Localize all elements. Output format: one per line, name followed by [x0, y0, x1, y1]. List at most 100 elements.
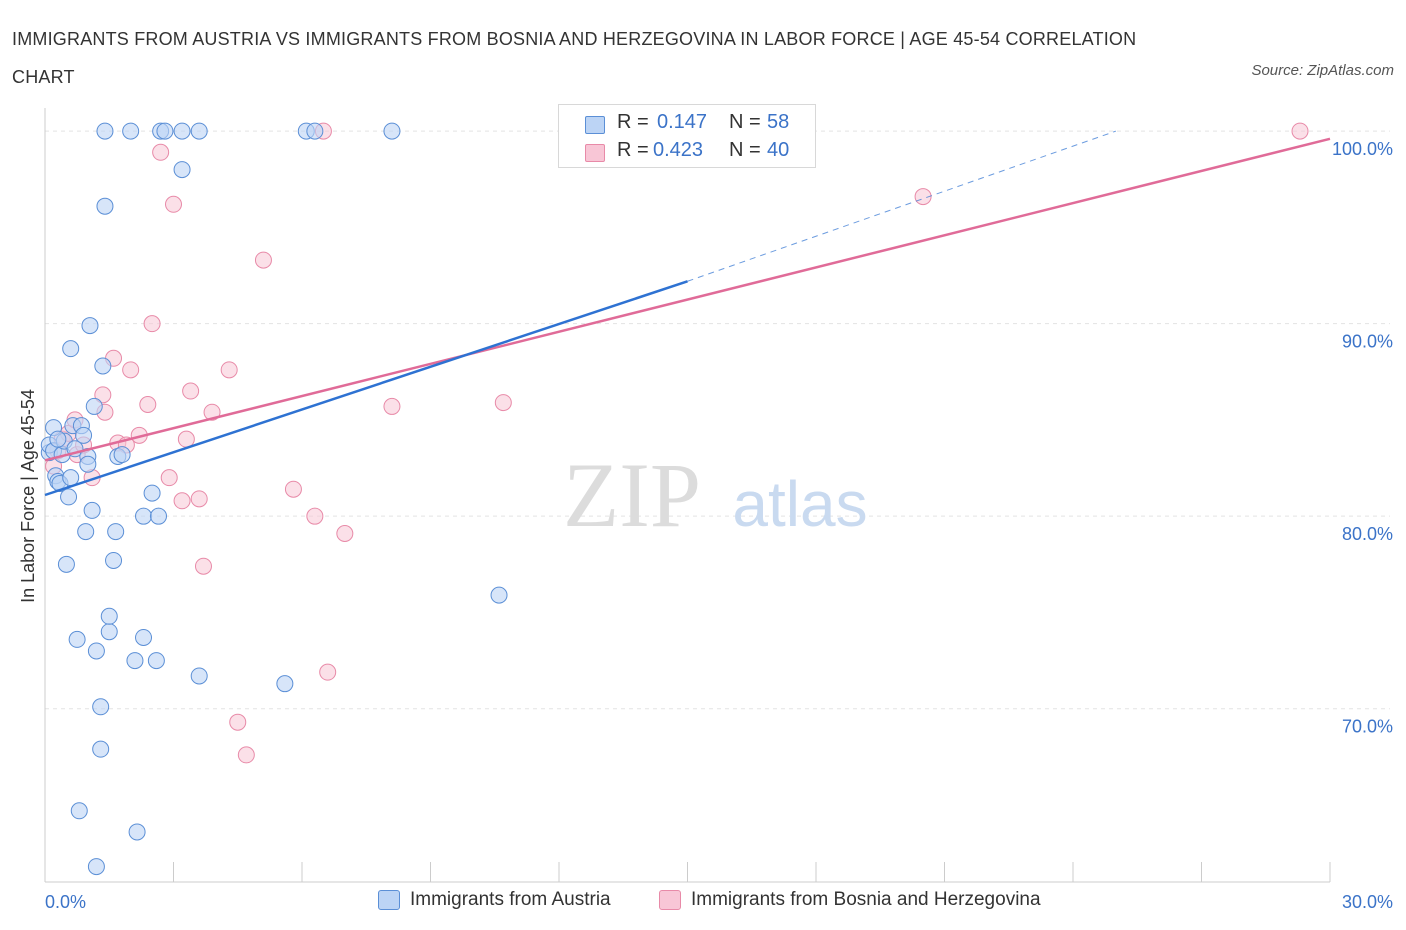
bosnia-r-value: 0.423	[653, 139, 704, 161]
bosnia-point	[194, 557, 212, 575]
bosnia-point	[229, 713, 247, 731]
bosnia-point	[182, 382, 200, 400]
bosnia-point	[203, 403, 221, 421]
austria-point	[147, 652, 165, 670]
austria-point	[490, 586, 508, 604]
austria-point	[77, 523, 95, 541]
bosnia-point	[319, 663, 337, 681]
grid-lines	[45, 130, 1390, 710]
austria-trend-extension	[687, 130, 1116, 282]
austria-point	[81, 317, 99, 335]
x-ticks	[173, 862, 1331, 882]
austria-point	[135, 628, 153, 646]
x-tick-label: 0.0%	[45, 892, 86, 912]
austria-point	[49, 430, 67, 448]
austria-point	[96, 197, 114, 215]
bosnia-point	[190, 490, 208, 508]
austria-point	[87, 642, 105, 660]
y-tick-label: 100.0%	[1332, 139, 1393, 159]
austria-point	[135, 507, 153, 525]
austria-point	[83, 501, 101, 519]
austria-point	[87, 858, 105, 876]
austria-point	[60, 488, 78, 506]
bosnia-point	[220, 361, 238, 379]
watermark-atlas: atlas	[732, 468, 867, 540]
bosnia-point	[173, 492, 191, 510]
austria-point	[276, 675, 294, 693]
bosnia-legend-swatch	[659, 890, 681, 910]
watermark-zip: ZIP	[563, 444, 701, 546]
bosnia-point	[284, 480, 302, 498]
bosnia-point	[122, 361, 140, 379]
bosnia-point	[494, 394, 512, 412]
austria-point	[150, 507, 168, 525]
austria-point	[75, 426, 93, 444]
correlation-legend: R = 0.147 N = 58 R = 0.423 N = 40	[558, 104, 816, 168]
austria-point	[190, 667, 208, 685]
bosnia-point	[1291, 122, 1309, 140]
bosnia-point	[165, 195, 182, 213]
austria-point	[306, 122, 324, 140]
austria-point	[190, 122, 208, 140]
austria-point	[105, 551, 123, 569]
austria-legend-label: Immigrants from Austria	[410, 889, 611, 910]
austria-point	[122, 122, 140, 140]
austria-point	[156, 122, 174, 140]
austria-r-value: 0.147	[657, 111, 708, 133]
austria-point	[57, 555, 75, 573]
austria-point	[383, 122, 401, 140]
bosnia-point	[177, 430, 195, 448]
x-tick-label: 30.0%	[1342, 892, 1393, 912]
austria-swatch	[585, 116, 605, 134]
austria-point	[173, 122, 191, 140]
austria-point	[79, 455, 97, 473]
bosnia-point	[139, 396, 157, 414]
austria-legend-swatch	[378, 890, 400, 910]
austria-point	[143, 484, 161, 502]
bosnia-point	[94, 386, 112, 404]
source-attribution: Source: ZipAtlas.com	[1251, 62, 1394, 79]
austria-point	[70, 802, 88, 820]
bosnia-swatch	[585, 144, 605, 162]
austria-point	[85, 397, 103, 415]
austria-point	[126, 652, 144, 670]
austria-point	[62, 340, 80, 358]
bosnia-point	[306, 507, 324, 525]
y-tick-label: 80.0%	[1342, 524, 1393, 544]
bosnia-n-value: 40	[767, 139, 790, 161]
trend-lines	[44, 130, 1331, 497]
bosnia-n-label: N =	[729, 139, 761, 161]
austria-point	[68, 630, 86, 648]
austria-point	[107, 523, 125, 541]
watermark: ZIP atlas	[563, 444, 868, 546]
austria-point	[100, 623, 118, 641]
austria-point	[100, 607, 118, 625]
austria-point	[92, 698, 110, 716]
bosnia-point	[237, 746, 255, 764]
austria-trend-line	[44, 280, 688, 497]
x-tick-labels: 0.0% 30.0%	[45, 892, 1393, 912]
bosnia-point	[143, 315, 161, 333]
bosnia-point	[152, 143, 170, 161]
y-tick-label: 90.0%	[1342, 332, 1393, 352]
bosnia-r-label: R =	[617, 139, 649, 161]
austria-point	[96, 122, 114, 140]
bosnia-point	[336, 525, 354, 543]
bosnia-point	[254, 251, 272, 269]
bosnia-point	[383, 397, 401, 415]
bosnia-point	[160, 469, 178, 487]
y-tick-labels: 70.0% 80.0% 90.0% 100.0%	[1332, 139, 1393, 737]
austria-point	[113, 446, 131, 464]
austria-n-value: 58	[767, 111, 790, 133]
y-tick-label: 70.0%	[1342, 717, 1393, 737]
austria-point	[128, 823, 146, 841]
bosnia-trend-line	[44, 137, 1331, 462]
austria-point	[173, 161, 191, 179]
y-axis-label: In Labor Force | Age 45-54	[18, 389, 38, 603]
austria-points	[40, 122, 508, 876]
austria-r-label: R =	[617, 111, 649, 133]
austria-point	[92, 740, 110, 758]
austria-n-label: N =	[729, 111, 761, 133]
austria-point	[94, 357, 112, 375]
